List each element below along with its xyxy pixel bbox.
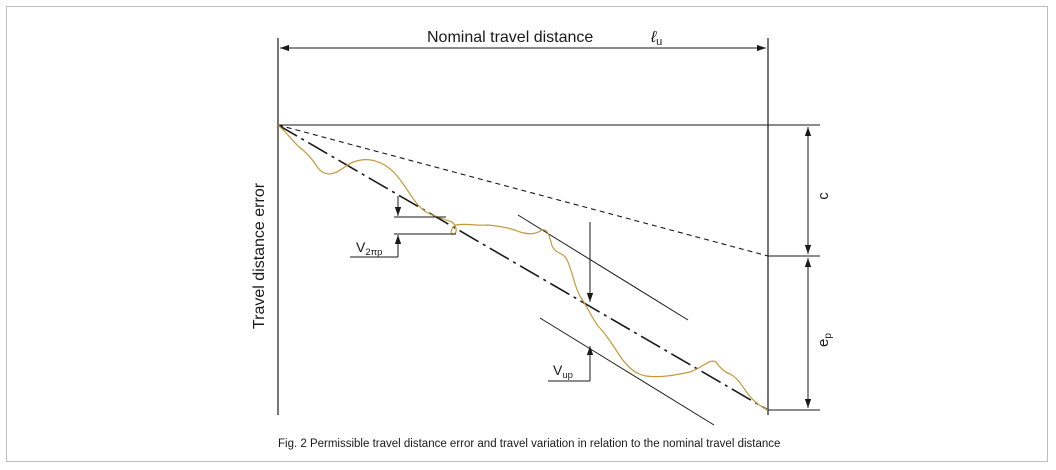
- lu-symbol: ℓu: [650, 29, 662, 48]
- upper-band-line: [517, 214, 689, 321]
- v2pi-label: V2πp: [356, 239, 382, 258]
- lu-symbol-main: ℓ: [650, 29, 657, 46]
- travel-distance-error-label: Travel distance error: [251, 182, 268, 329]
- vup-label-sub: up: [562, 370, 573, 381]
- ep-label-main: e: [815, 339, 832, 347]
- figure-caption: Fig. 2 Permissible travel distance error…: [278, 438, 780, 450]
- v2pi-label-main: V: [356, 239, 366, 255]
- nominal-travel-distance-label: Nominal travel distance: [427, 29, 593, 46]
- permissible-error-line: [277, 124, 769, 257]
- v2pi-label-sub: 2πp: [365, 247, 382, 258]
- vup-label: Vup: [553, 362, 573, 381]
- c-label: c: [815, 192, 832, 200]
- ep-label: ep: [815, 333, 834, 347]
- lu-symbol-sub: u: [656, 36, 662, 48]
- lower-band-line: [539, 317, 715, 426]
- actual-travel-curve: [277, 124, 769, 411]
- ep-label-sub: p: [823, 333, 834, 339]
- vup-label-main: V: [553, 362, 563, 378]
- mean-travel-line: [277, 124, 769, 411]
